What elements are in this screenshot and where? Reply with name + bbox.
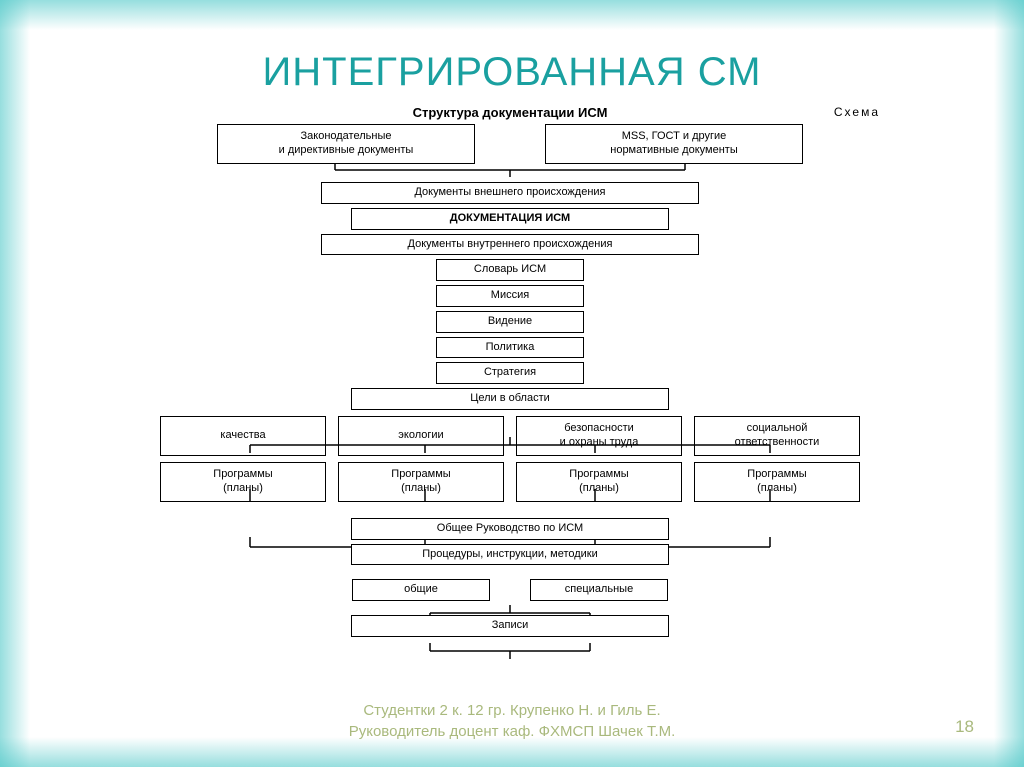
row-quad-programs: Программы (планы) Программы (планы) Програ… (150, 462, 870, 502)
node-stack2-1: Процедуры, инструкции, методики (351, 544, 669, 566)
node-quad1-1: экологии (338, 416, 504, 456)
node-stack-7: Стратегия (436, 362, 584, 384)
slide-title: ИНТЕГРИРОВАННАЯ СМ (0, 50, 1024, 95)
node-pair-0: общие (352, 579, 490, 601)
node-quad1-0: качества (160, 416, 326, 456)
footer-text: Студентки 2 к. 12 гр. Крупенко Н. и Гиль… (0, 700, 1024, 742)
node-stack-3: Словарь ИСМ (436, 259, 584, 281)
row-quad-areas: качества экологии безопасности и охраны тр… (150, 416, 870, 456)
node-quad1-2: безопасности и охраны труда (516, 416, 682, 456)
node-stack-6: Политика (436, 337, 584, 359)
diagram-container: Схема Структура документации ИСМ (150, 105, 870, 695)
node-last: Записи (351, 615, 669, 637)
node-quad2-3: Программы (планы) (694, 462, 860, 502)
node-stack2-0: Общее Руководство по ИСМ (351, 518, 669, 540)
node-pair-1: специальные (530, 579, 668, 601)
scheme-label: Схема (834, 105, 880, 119)
node-stack-4: Миссия (436, 285, 584, 307)
page-number: 18 (955, 717, 974, 737)
node-stack-0: Документы внешнего происхождения (321, 182, 699, 204)
node-stack-5: Видение (436, 311, 584, 333)
node-quad2-1: Программы (планы) (338, 462, 504, 502)
node-quad2-0: Программы (планы) (160, 462, 326, 502)
node-stack-2: Документы внутреннего происхождения (321, 234, 699, 256)
diagram-heading: Структура документации ИСМ (150, 105, 870, 120)
node-stack-1: ДОКУМЕНТАЦИЯ ИСМ (351, 208, 669, 230)
node-quad1-3: социальной ответственности (694, 416, 860, 456)
node-top-right: MSS, ГОСТ и другие нормативные документы (545, 124, 803, 164)
node-top-left: Законодательные и директивные документы (217, 124, 475, 164)
node-stack-8: Цели в области (351, 388, 669, 410)
footer-line2: Руководитель доцент каф. ФХМСП Шачек Т.М… (0, 721, 1024, 742)
footer-line1: Студентки 2 к. 12 гр. Крупенко Н. и Гиль… (0, 700, 1024, 721)
node-quad2-2: Программы (планы) (516, 462, 682, 502)
